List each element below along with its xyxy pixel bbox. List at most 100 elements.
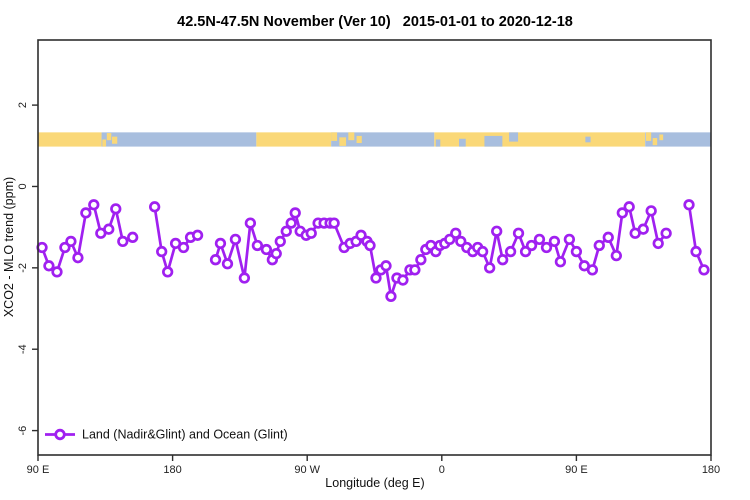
data-point bbox=[593, 239, 605, 252]
data-point bbox=[251, 239, 264, 252]
map-strip-ocean bbox=[331, 132, 435, 147]
data-point bbox=[103, 223, 115, 235]
map-patch-land bbox=[645, 132, 652, 141]
data-point bbox=[397, 274, 409, 286]
map-patch-ocean bbox=[458, 138, 466, 147]
data-point bbox=[80, 207, 92, 219]
data-point bbox=[476, 245, 489, 258]
data-point bbox=[540, 241, 553, 254]
y-tick-label: -4 bbox=[17, 344, 29, 354]
data-point bbox=[274, 235, 286, 248]
data-point bbox=[88, 199, 100, 211]
data-point bbox=[484, 262, 496, 274]
x-tick-label: 90 E bbox=[27, 464, 50, 476]
data-point bbox=[149, 201, 161, 213]
map-patch-land bbox=[348, 132, 355, 141]
x-tick-label: 90 E bbox=[565, 464, 588, 476]
map-patch-land bbox=[331, 132, 338, 141]
data-point bbox=[570, 245, 583, 258]
x-axis-label: Longitude (deg E) bbox=[325, 476, 424, 490]
series-line bbox=[687, 203, 706, 272]
map-patch-land bbox=[102, 139, 107, 147]
data-point bbox=[221, 258, 234, 270]
data-point bbox=[690, 245, 702, 258]
data-point bbox=[370, 272, 382, 284]
plot-box bbox=[37, 39, 712, 456]
data-point bbox=[328, 217, 340, 229]
data-point bbox=[191, 229, 204, 241]
y-tick-label: -6 bbox=[17, 426, 29, 436]
map-strip-land bbox=[38, 132, 102, 147]
map-patch-land bbox=[106, 133, 112, 141]
x-tick-label: 180 bbox=[702, 464, 720, 476]
x-tick-label: 90 W bbox=[294, 464, 320, 476]
data-point bbox=[156, 245, 168, 258]
data-point bbox=[51, 266, 63, 278]
data-point bbox=[652, 237, 664, 250]
data-point bbox=[260, 243, 273, 256]
map-patch-land bbox=[112, 136, 118, 144]
x-tick-label: 0 bbox=[439, 464, 445, 476]
data-point bbox=[117, 235, 129, 248]
chart-marks: 90 E 180 90 W 0 90 E 180 2 0 -2 -4 -6 bbox=[17, 39, 720, 476]
data-point bbox=[305, 227, 317, 239]
data-point bbox=[244, 217, 257, 229]
map-strip-land bbox=[434, 132, 646, 147]
map-strip-land bbox=[256, 132, 332, 147]
data-point bbox=[385, 290, 397, 302]
legend-marker-icon bbox=[54, 428, 66, 441]
map-patch-land bbox=[356, 135, 362, 144]
data-point bbox=[616, 207, 628, 219]
data-point bbox=[72, 252, 84, 264]
data-point bbox=[409, 264, 421, 276]
data-point bbox=[491, 225, 503, 237]
data-point bbox=[43, 260, 55, 272]
map-patch-ocean bbox=[484, 135, 503, 147]
data-point bbox=[645, 205, 657, 217]
data-point bbox=[280, 225, 292, 237]
data-point bbox=[497, 254, 509, 266]
map-patch-ocean bbox=[585, 136, 591, 143]
data-point bbox=[65, 235, 77, 248]
data-point bbox=[610, 249, 622, 262]
data-point bbox=[110, 203, 122, 215]
data-point bbox=[554, 256, 567, 268]
y-tick-label: 2 bbox=[17, 102, 29, 108]
data-point bbox=[660, 227, 672, 239]
chart-title: 42.5N-47.5N November (Ver 10) 2015-01-01… bbox=[177, 14, 573, 30]
data-point bbox=[533, 233, 546, 246]
data-point bbox=[162, 266, 174, 278]
data-point bbox=[177, 241, 190, 254]
x-tick-label: 180 bbox=[163, 464, 181, 476]
data-point bbox=[450, 227, 462, 239]
data-point bbox=[623, 201, 635, 213]
data-point bbox=[602, 231, 614, 243]
data-point bbox=[637, 223, 649, 235]
data-point bbox=[36, 241, 48, 254]
data-point bbox=[229, 233, 242, 246]
legend-label: Land (Nadir&Glint) and Ocean (Glint) bbox=[82, 428, 288, 442]
map-patch-land bbox=[659, 134, 664, 141]
data-point bbox=[289, 207, 301, 219]
data-point bbox=[683, 199, 695, 211]
data-point bbox=[270, 247, 282, 260]
data-point bbox=[238, 272, 251, 284]
data-point bbox=[504, 245, 517, 258]
data-point bbox=[525, 239, 538, 252]
legend: Land (Nadir&Glint) and Ocean (Glint) bbox=[45, 428, 288, 442]
data-point bbox=[698, 264, 710, 276]
y-axis-label: XCO2 - MLO trend (ppm) bbox=[2, 177, 16, 317]
map-patch-ocean bbox=[435, 139, 441, 147]
data-point bbox=[127, 231, 139, 243]
data-point bbox=[214, 237, 227, 250]
map-patch-ocean bbox=[509, 132, 519, 142]
data-point bbox=[285, 217, 297, 229]
map-strip-ocean bbox=[101, 132, 257, 147]
data-point bbox=[563, 233, 576, 246]
map-patch-land bbox=[339, 137, 347, 146]
data-point bbox=[209, 254, 222, 266]
data-point bbox=[586, 264, 599, 276]
y-tick-label: -2 bbox=[17, 263, 29, 273]
